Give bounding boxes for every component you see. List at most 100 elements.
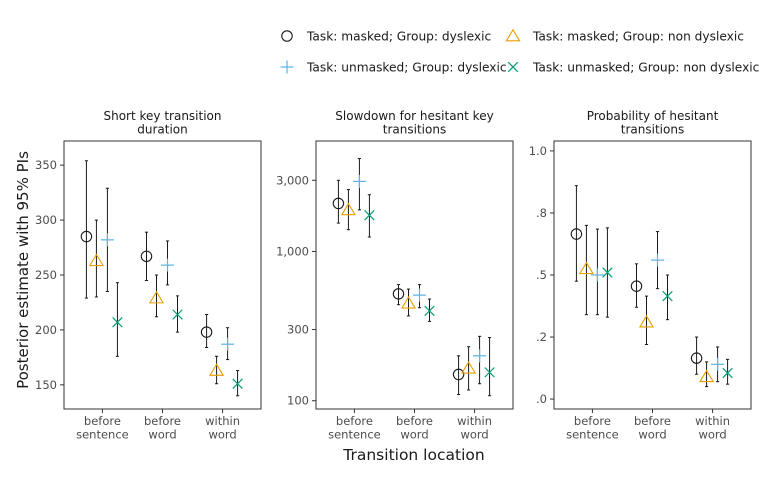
x-tick-label: word: [460, 428, 488, 442]
data-point: [340, 202, 356, 216]
x-tick-label: before: [574, 414, 611, 428]
error-bar: [704, 361, 709, 388]
y-tick-label: .0: [536, 392, 547, 406]
error-bar: [204, 314, 209, 348]
panel-title: Short key transition: [103, 109, 221, 123]
data-point: [352, 174, 366, 188]
x-tick-label: before: [84, 414, 121, 428]
panel-title: duration: [137, 123, 188, 137]
plus-marker-icon: [280, 60, 294, 74]
error-bar: [487, 337, 492, 397]
error-bar: [694, 336, 699, 375]
data-point: [578, 261, 594, 275]
y-tick-label: 250: [35, 268, 57, 282]
data-point: [364, 209, 375, 221]
data-point: [630, 280, 643, 292]
x-tick-label: before: [634, 414, 671, 428]
x-tick-label: within: [205, 414, 240, 428]
x-tick-label: sentence: [566, 428, 619, 442]
y-tick-label: 1.0: [529, 144, 547, 158]
data-point: [711, 357, 725, 371]
data-point: [200, 326, 213, 338]
error-bar: [154, 274, 159, 318]
y-tick-label: 100: [287, 394, 309, 408]
data-point: [461, 360, 477, 374]
error-bar: [396, 284, 401, 306]
error-bar: [144, 231, 149, 281]
legend-label: Task: unmasked; Group: non dyslexic: [532, 61, 759, 75]
y-tick-label: 200: [35, 323, 57, 337]
y-tick-label: 1,000: [276, 244, 309, 258]
y-axis-label: Posterior estimate with 95% PIs: [14, 151, 32, 389]
data-point: [651, 253, 664, 267]
panel-frame: [63, 140, 262, 410]
data-point: [590, 268, 604, 282]
y-tick-label: 300: [287, 323, 309, 337]
y-tick-label: 3,000: [276, 173, 309, 187]
data-point: [602, 267, 613, 278]
error-bar: [644, 295, 649, 345]
legend: Task: masked; Group: dyslexic Task: maske…: [280, 28, 759, 75]
data-point: [400, 295, 417, 309]
data-point: [112, 317, 123, 328]
x-tick-label: within: [695, 414, 730, 428]
data-point: [638, 314, 655, 328]
legend-item: Task: unmasked; Group: dyslexic: [280, 60, 507, 75]
x-tick-label: word: [638, 428, 666, 442]
error-bar: [584, 224, 589, 316]
data-point: [473, 349, 487, 363]
error-bar: [115, 282, 120, 357]
triangle-marker-icon: [505, 28, 521, 42]
error-bar: [214, 355, 219, 385]
cross-marker-icon: [507, 61, 519, 73]
legend-label: Task: masked; Group: dyslexic: [306, 30, 491, 44]
x-tick-label: before: [396, 414, 433, 428]
y-tick-label: 350: [35, 158, 57, 172]
error-bar: [336, 179, 341, 224]
legend-item: Task: unmasked; Group: non dyslexic: [507, 61, 759, 75]
x-tick-label: word: [208, 428, 236, 442]
y-tick-label: .5: [536, 268, 547, 282]
data-point: [172, 309, 183, 320]
error-bar: [406, 288, 411, 317]
y-tick-label: .2: [536, 330, 547, 344]
y-tick-label: 150: [35, 378, 57, 392]
legend-item: Task: masked; Group: dyslexic: [281, 30, 491, 44]
panel-title: transitions: [621, 123, 684, 137]
error-bar: [346, 189, 351, 231]
error-bar: [634, 263, 639, 308]
x-tick-label: before: [336, 414, 373, 428]
data-point: [221, 337, 235, 351]
data-point: [140, 250, 153, 263]
error-bar: [84, 160, 89, 299]
circle-marker-icon: [281, 30, 293, 42]
legend-item: Task: masked; Group: non dyslexic: [505, 28, 744, 44]
x-tick-label: before: [144, 414, 181, 428]
data-point: [413, 288, 426, 302]
data-point: [209, 363, 225, 376]
y-tick-label: 300: [35, 213, 57, 227]
data-point: [452, 368, 465, 381]
x-tick-label: word: [400, 428, 428, 442]
data-point: [484, 367, 495, 378]
legend-label: Task: unmasked; Group: dyslexic: [306, 61, 507, 75]
data-point: [690, 352, 703, 364]
panel-frame: [553, 140, 752, 410]
data-point: [424, 305, 435, 317]
data-point: [100, 233, 114, 247]
error-bar: [94, 219, 99, 298]
x-tick-label: within: [457, 414, 492, 428]
data-point: [88, 253, 104, 267]
error-bar: [665, 274, 670, 321]
error-bar: [456, 355, 461, 396]
data-point: [722, 367, 733, 379]
panel-title: Probability of hesitant: [587, 109, 719, 123]
data-point: [662, 290, 673, 302]
panel-title: Slowdown for hesitant key: [335, 109, 493, 123]
legend-label: Task: masked; Group: non dyslexic: [532, 30, 744, 44]
data-point: [232, 378, 243, 389]
data-point: [80, 230, 93, 243]
